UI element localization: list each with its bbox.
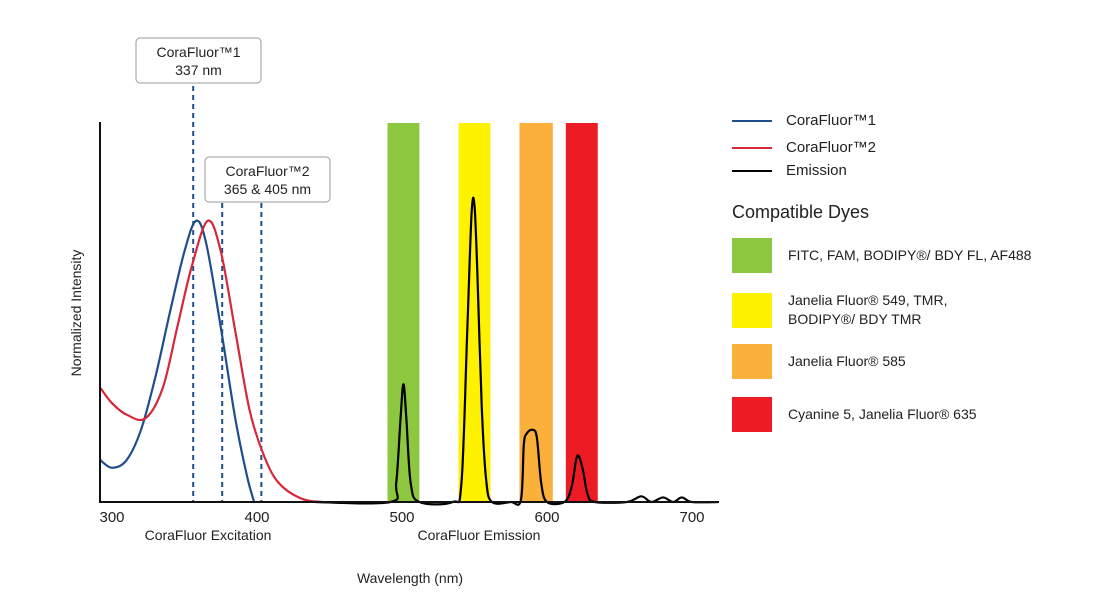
dye-item-red: Cyanine 5, Janelia Fluor® 635 [732,397,1088,432]
legend-label: CoraFluor™1 [786,112,877,129]
annotation-box [135,37,262,84]
section-label-excitation: CoraFluor Excitation [145,527,272,543]
dye-label: Janelia Fluor® 585 [788,353,906,369]
x-tick-label: 500 [389,509,414,526]
legend-label: Emission [786,162,847,179]
x-tick-label: 700 [679,509,704,526]
dye-item-orange: Janelia Fluor® 585 [732,344,1088,379]
legend-label: CoraFluor™2 [786,139,877,156]
legend-item-corafluor1: CoraFluor™1 [732,112,876,129]
swatch-yellow [732,292,772,328]
dye-band-3 [565,123,598,502]
excitation-lines [192,86,263,502]
series-line-1 [99,219,345,504]
legend-line-blue [732,119,772,122]
x-tick-label: 600 [534,509,559,526]
x-tick-labels: 300 400 500 600 700 [99,509,704,526]
dye-bands [387,123,598,502]
dye-item-yellow: Janelia Fluor® 549, TMR, BODIPY®/ BDY TM… [732,291,988,329]
dye-item-green: FITC, FAM, BODIPY®/ BDY FL, AF488 [732,238,1088,273]
annotation-wavelength: 365 & 405 nm [224,181,311,197]
dye-band-0 [387,123,420,502]
legend-line-red [732,146,772,149]
legend-line-black [732,169,772,172]
swatch-green [732,238,772,273]
dye-label: Janelia Fluor® 549, TMR, BODIPY®/ BDY TM… [788,292,948,327]
series-line-2 [314,196,719,506]
annotation-box [204,156,331,203]
y-axis-label: Normalized Intensity [68,250,84,377]
x-tick-label: 300 [99,509,124,526]
legend-item-corafluor2: CoraFluor™2 [732,139,876,156]
dye-label: Cyanine 5, Janelia Fluor® 635 [788,406,977,422]
series-line-0 [99,219,256,503]
dye-label: FITC, FAM, BODIPY®/ BDY FL, AF488 [788,247,1032,263]
section-label-emission: CoraFluor Emission [418,527,541,543]
compatible-dyes-title: Compatible Dyes [732,202,870,222]
x-axis-label: Wavelength (nm) [357,570,463,586]
legend-item-emission: Emission [732,162,847,179]
annotation-title: CoraFluor™2 [225,163,309,179]
x-tick-label: 400 [244,509,269,526]
annotation-title: CoraFluor™1 [156,44,240,60]
annotations: CoraFluor™1 337 nm CoraFluor™2 365 & 405 nm [135,37,331,203]
annotation-wavelength: 337 nm [175,62,222,78]
swatch-orange [732,344,772,379]
swatch-red [732,397,772,432]
